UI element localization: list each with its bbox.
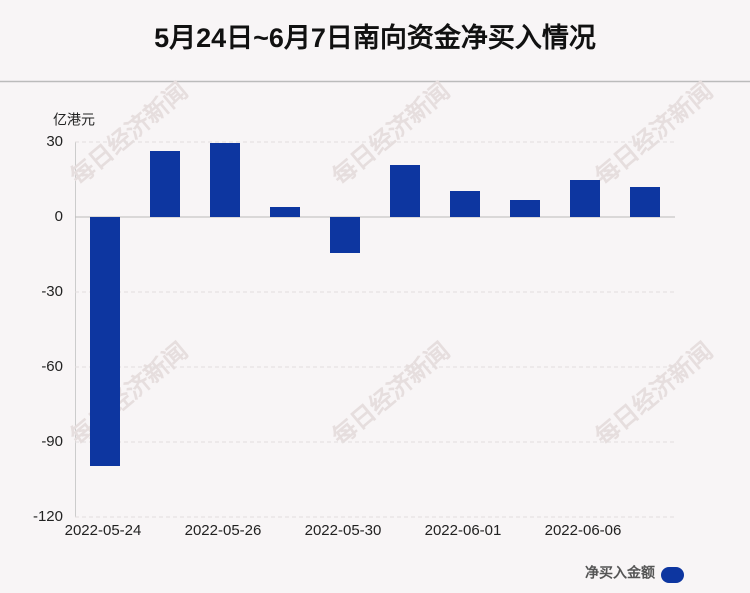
bar	[330, 217, 360, 253]
y-axis-label: 亿港元	[53, 112, 95, 128]
bar	[150, 151, 180, 217]
watermark: 每日经济新闻	[64, 336, 193, 451]
bar	[270, 207, 300, 217]
y-tick-label: -30	[41, 283, 63, 300]
bar	[510, 200, 540, 217]
bar	[90, 217, 120, 466]
y-tick-label: -120	[33, 508, 63, 525]
bar	[210, 143, 240, 217]
y-tick-label: -60	[41, 358, 63, 375]
x-tick-label: 2022-06-01	[425, 522, 502, 539]
bar	[570, 180, 600, 217]
x-tick-label: 2022-05-26	[185, 522, 262, 539]
y-tick-label: 30	[46, 133, 63, 150]
bar	[630, 187, 660, 217]
watermark: 每日经济新闻	[326, 336, 455, 451]
y-tick-label: -90	[41, 433, 63, 450]
x-tick-label: 2022-05-24	[65, 522, 142, 539]
chart-title: 5月24日~6月7日南向资金净买入情况	[154, 22, 596, 53]
y-tick-label: 0	[55, 208, 63, 225]
bar	[450, 191, 480, 217]
legend-label: 净买入金额	[585, 565, 655, 581]
x-tick-label: 2022-06-06	[545, 522, 622, 539]
legend-swatch	[661, 567, 684, 583]
x-tick-label: 2022-05-30	[305, 522, 382, 539]
watermark: 每日经济新闻	[589, 76, 718, 191]
bar	[390, 165, 420, 217]
watermark: 每日经济新闻	[589, 336, 718, 451]
